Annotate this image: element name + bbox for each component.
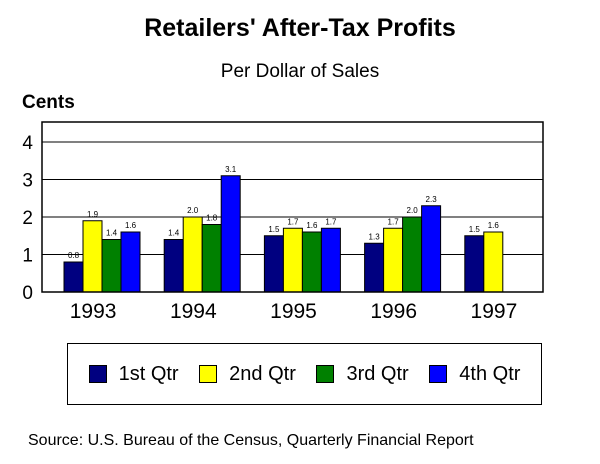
- data-label: 1.7: [325, 217, 337, 226]
- x-tick-label: 1993: [70, 300, 117, 323]
- y-tick-label: 3: [22, 171, 33, 192]
- bar: [383, 227, 404, 293]
- legend-item-3rd-qtr: 3rd Qtr: [316, 362, 409, 386]
- bar: [464, 235, 485, 293]
- x-tick-labels: 1993 1994 1995 1996 1997: [70, 300, 518, 323]
- bar: [63, 261, 84, 293]
- legend-item-1st-qtr: 1st Qtr: [88, 362, 179, 386]
- data-label: 1.6: [125, 221, 137, 230]
- data-label: 1.4: [168, 229, 180, 238]
- bar: [421, 205, 442, 293]
- y-tick-labels: 0 1 2 3 4: [22, 133, 33, 304]
- data-label: 3.1: [225, 165, 237, 174]
- y-tick-label: 4: [22, 133, 33, 154]
- data-label: 2.0: [187, 206, 199, 215]
- bar: [101, 239, 122, 293]
- data-label: 1.6: [306, 221, 318, 230]
- legend: 1st Qtr 2nd Qtr 3rd Qtr 4th Qtr: [67, 343, 542, 405]
- legend-item-4th-qtr: 4th Qtr: [429, 363, 520, 386]
- bar: [320, 227, 341, 293]
- bar: [120, 231, 141, 293]
- legend-swatch-3rd-qtr: [316, 365, 335, 383]
- data-label: 1.6: [488, 221, 500, 230]
- legend-label-3rd-qtr: 3rd Qtr: [346, 362, 409, 385]
- x-tick-label: 1994: [170, 300, 217, 323]
- source-note: Source: U.S. Bureau of the Census, Quart…: [28, 432, 474, 449]
- data-label: 1.5: [268, 225, 280, 234]
- x-tick-label: 1996: [370, 300, 417, 323]
- legend-swatch-1st-qtr: [88, 365, 107, 383]
- legend-item-2nd-qtr: 2nd Qtr: [199, 363, 296, 386]
- y-axis-label: Cents: [22, 92, 75, 113]
- bar: [301, 231, 322, 293]
- bar: [402, 216, 423, 293]
- bar: [163, 239, 184, 293]
- bar: [364, 242, 385, 293]
- x-tick-label: 1995: [270, 300, 317, 323]
- y-tick-label: 1: [22, 246, 33, 267]
- chart-title: Retailers' After-Tax Profits: [144, 14, 456, 42]
- bar: [182, 216, 203, 293]
- y-tick-label: 0: [22, 283, 33, 304]
- data-label: 1.3: [369, 232, 381, 241]
- data-label: 1.9: [87, 210, 99, 219]
- data-label: 1.7: [287, 217, 299, 226]
- bar: [82, 220, 103, 293]
- y-tick-label: 2: [22, 208, 33, 229]
- legend-label-2nd-qtr: 2nd Qtr: [229, 362, 296, 385]
- chart-subtitle: Per Dollar of Sales: [220, 61, 380, 82]
- bar-chart: 0 1 2 3 4 1993 1994 1995 1996 1997 0.8 1.9 1.4 1.6 1…: [22, 121, 544, 323]
- x-tick-label: 1997: [471, 300, 518, 323]
- data-label: 0.8: [68, 251, 80, 260]
- bar: [282, 227, 303, 293]
- bar: [201, 224, 222, 293]
- data-label: 2.3: [426, 195, 438, 204]
- bar: [483, 231, 504, 293]
- bar: [263, 235, 284, 293]
- data-label: 1.5: [469, 225, 481, 234]
- bar: [220, 175, 241, 293]
- legend-swatch-2nd-qtr: [199, 365, 218, 383]
- plot-area: [41, 121, 544, 293]
- bars: [63, 175, 504, 293]
- data-label: 1.4: [106, 229, 118, 238]
- data-label: 1.7: [388, 217, 400, 226]
- data-label: 1.8: [206, 214, 218, 223]
- data-labels: 0.8 1.9 1.4 1.6 1.4 2.0 1.8 3.1 1.5 1.7 1.6 1.7 1.3 1…: [68, 165, 499, 260]
- legend-label-4th-qtr: 4th Qtr: [459, 362, 521, 385]
- data-label: 2.0: [407, 206, 419, 215]
- legend-swatch-4th-qtr: [429, 365, 448, 383]
- legend-label-1st-qtr: 1st Qtr: [118, 362, 179, 385]
